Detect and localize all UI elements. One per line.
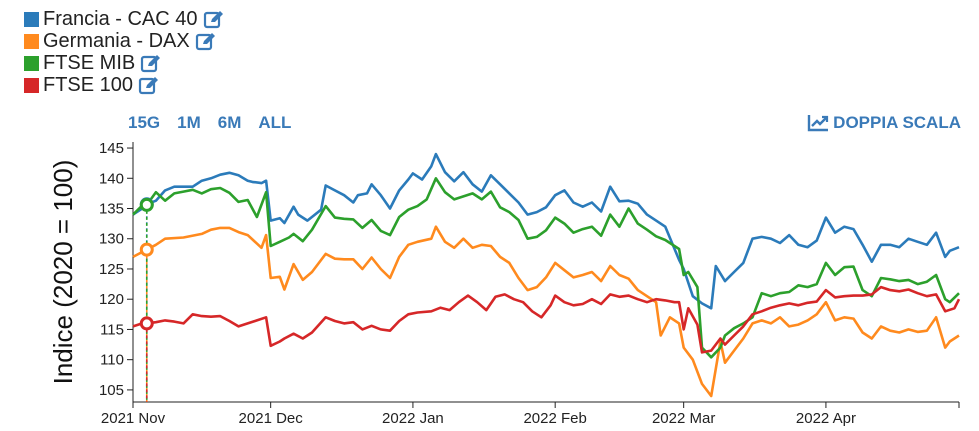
edit-icon[interactable] xyxy=(203,9,225,29)
hover-dot xyxy=(139,197,154,212)
range-selector: 15G 1M 6M ALL xyxy=(128,113,291,133)
series-line xyxy=(132,285,961,354)
edit-icon[interactable] xyxy=(195,31,217,51)
legend-swatch xyxy=(24,55,39,71)
range-6m-button[interactable]: 6M xyxy=(217,113,242,132)
series-line xyxy=(132,152,960,310)
hover-dots xyxy=(139,197,154,331)
range-all-button[interactable]: ALL xyxy=(258,113,292,132)
x-tick-label: 2022 Mar xyxy=(652,410,715,427)
dual-scale-label: DOPPIA SCALA xyxy=(833,113,961,132)
y-axis: 105 110 115 120 125 130 135 140 145 xyxy=(99,140,134,402)
x-tick-label: 2022 Jan xyxy=(382,410,444,427)
legend-label: Francia - CAC 40 xyxy=(43,8,198,30)
legend-swatch xyxy=(24,11,39,27)
edit-icon[interactable] xyxy=(138,75,160,95)
y-tick-label: 125 xyxy=(99,261,124,278)
y-axis-title: Indice (2020 = 100) xyxy=(48,160,78,385)
range-15g-button[interactable]: 15G xyxy=(128,113,161,132)
y-tick-label: 105 xyxy=(99,382,124,399)
range-1m-button[interactable]: 1M xyxy=(177,113,201,132)
legend-label: Germania - DAX xyxy=(43,30,190,52)
y-tick-label: 110 xyxy=(100,352,124,369)
legend-item-cac40[interactable]: Francia - CAC 40 xyxy=(24,8,225,30)
legend-label: FTSE 100 xyxy=(43,74,134,96)
series-line xyxy=(132,225,960,398)
y-tick-label: 130 xyxy=(99,231,124,248)
hover-dot xyxy=(139,242,154,257)
series-lines xyxy=(132,152,961,398)
y-tick-label: 145 xyxy=(99,140,124,157)
line-chart-icon xyxy=(807,115,829,132)
x-tick-label: 2022 Apr xyxy=(796,410,856,427)
dual-scale-button[interactable]: DOPPIA SCALA xyxy=(807,113,961,133)
x-tick-label: 2021 Nov xyxy=(101,410,166,427)
legend-swatch xyxy=(24,77,39,93)
x-tick-label: 2021 Dec xyxy=(239,410,304,427)
legend-item-ftse-mib[interactable]: FTSE MIB xyxy=(24,52,225,74)
series-line xyxy=(132,177,960,359)
hover-dot xyxy=(139,316,154,331)
x-tick-label: 2022 Feb xyxy=(523,410,586,427)
edit-icon[interactable] xyxy=(140,53,162,73)
legend: Francia - CAC 40 Germania - DAX FTSE MIB… xyxy=(24,8,225,96)
y-tick-label: 120 xyxy=(99,291,124,308)
legend-item-ftse-100[interactable]: FTSE 100 xyxy=(24,74,225,96)
legend-label: FTSE MIB xyxy=(43,52,136,74)
y-tick-label: 115 xyxy=(100,321,124,338)
y-tick-label: 140 xyxy=(99,170,124,187)
legend-item-dax[interactable]: Germania - DAX xyxy=(24,30,225,52)
legend-swatch xyxy=(24,33,39,49)
y-tick-label: 135 xyxy=(99,201,124,218)
x-axis: 2021 Nov 2021 Dec 2022 Jan 2022 Feb 2022 Mar… xyxy=(101,401,960,427)
